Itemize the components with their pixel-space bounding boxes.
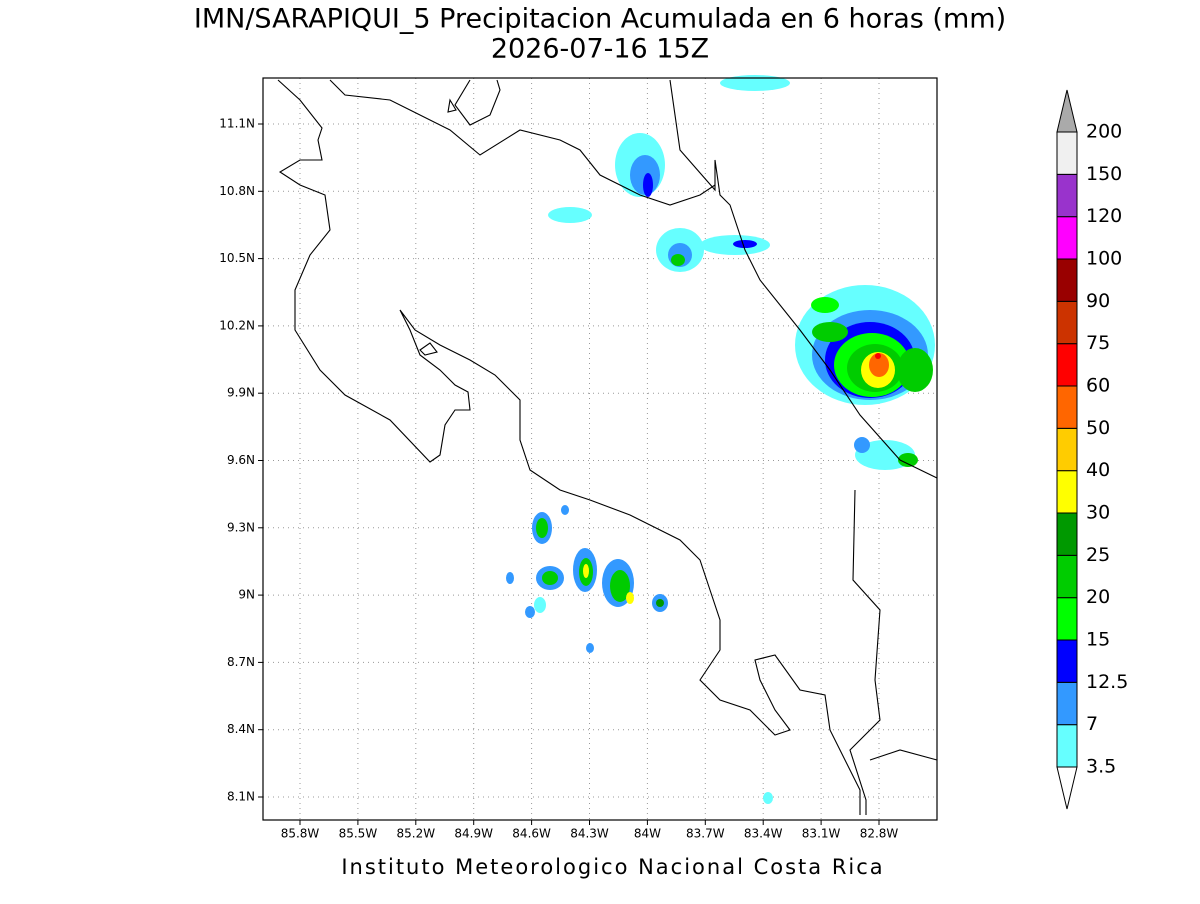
colorbar-label: 15	[1086, 629, 1110, 651]
x-tick-label: 83.4W	[744, 827, 783, 841]
colorbar-box	[1056, 512, 1078, 556]
x-tick-label: 83.1W	[802, 827, 841, 841]
x-tick-label: 84W	[634, 827, 661, 841]
colorbar-under	[1056, 766, 1078, 810]
colorbar-label: 100	[1086, 248, 1122, 270]
colorbar-over	[1056, 89, 1078, 133]
colorbar-box	[1056, 131, 1078, 175]
colorbar-label: 150	[1086, 163, 1122, 185]
colorbar-box	[1056, 216, 1078, 260]
colorbar-label: 40	[1086, 459, 1110, 481]
colorbar-box	[1056, 639, 1078, 683]
y-tick-label: 10.8N	[219, 184, 255, 198]
colorbar-label: 25	[1086, 544, 1110, 566]
precipitation-field	[506, 75, 935, 804]
subtitle: 2026-07-16 15Z	[491, 34, 709, 65]
x-tick-label: 85.8W	[281, 827, 320, 841]
y-tick-label: 8.7N	[227, 655, 255, 669]
colorbar-box	[1056, 597, 1078, 641]
colorbar-label: 12.5	[1086, 671, 1128, 693]
y-tick-label: 9.6N	[227, 453, 255, 467]
colorbar-box	[1056, 300, 1078, 345]
colorbar-label: 7	[1086, 713, 1098, 735]
colorbar-label: 200	[1086, 121, 1122, 143]
title: IMN/SARAPIQUI_5 Precipitacion Acumulada …	[194, 4, 1006, 35]
x-tick-label: 85.5W	[339, 827, 378, 841]
x-tick-label: 84.3W	[570, 827, 609, 841]
x-tick-label: 82.8W	[860, 827, 899, 841]
grid	[263, 78, 937, 820]
y-tick-label: 9.9N	[227, 386, 255, 400]
colorbar-box	[1056, 385, 1078, 429]
colorbar-label: 60	[1086, 375, 1110, 397]
colorbar: 3.5 7 12.5 15 20 25 30 40 50 60 75 90 100 120 150 200	[1056, 89, 1128, 810]
map-frame	[262, 77, 938, 821]
x-tick-label: 85.2W	[397, 827, 436, 841]
y-tick-label: 11.1N	[219, 117, 255, 131]
colorbar-label: 3.5	[1086, 756, 1116, 778]
colorbar-label: 120	[1086, 205, 1122, 227]
footer: Instituto Meteorologico Nacional Costa R…	[341, 855, 884, 879]
colorbar-label: 30	[1086, 502, 1110, 524]
coastline	[277, 79, 938, 815]
y-tick-label: 8.1N	[227, 790, 255, 804]
colorbar-label: 90	[1086, 290, 1110, 312]
colorbar-label: 75	[1086, 332, 1110, 354]
y-tick-label: 9N	[238, 588, 255, 602]
y-tick-label: 10.5N	[219, 251, 255, 265]
colorbar-box	[1056, 343, 1078, 387]
x-tick-label: 84.6W	[512, 827, 551, 841]
colorbar-box	[1056, 724, 1078, 768]
y-tick-label: 9.3N	[227, 520, 255, 534]
y-tick-label: 10.2N	[219, 318, 255, 332]
x-tick-label: 84.9W	[454, 827, 493, 841]
colorbar-label: 20	[1086, 586, 1110, 608]
colorbar-label: 50	[1086, 417, 1110, 439]
colorbar-box	[1056, 258, 1078, 302]
colorbar-box	[1056, 470, 1078, 514]
colorbar-box	[1056, 681, 1078, 726]
colorbar-box	[1056, 554, 1078, 599]
colorbar-box	[1056, 427, 1078, 472]
x-tick-label: 83.7W	[686, 827, 725, 841]
y-tick-label: 8.4N	[227, 722, 255, 736]
colorbar-box	[1056, 173, 1078, 218]
